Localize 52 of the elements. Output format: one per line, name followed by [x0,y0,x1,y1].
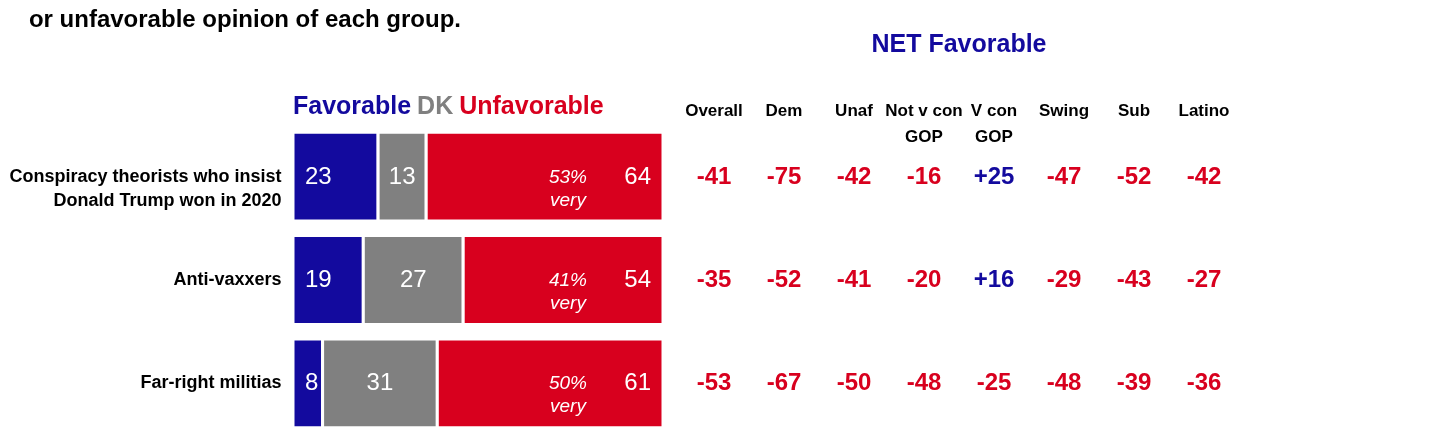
text: -29 [1046,265,1082,292]
category-label: Not v con GOP [885,100,963,146]
text: -67 [766,368,802,396]
data-label: 27 [399,265,427,292]
category-label: Sub [1117,100,1151,120]
text: -75 [766,161,802,189]
data-label: 23 [305,161,332,189]
series-label: Favorable [293,91,412,119]
category-label: Unaf [835,100,874,120]
data-label: 31 [366,368,394,396]
text: -36 [1186,368,1222,396]
text: -43 [1116,265,1152,292]
category-label: V con GOP [970,100,1018,146]
annotation: 50% very [548,372,588,417]
text: -48 [1046,368,1082,396]
text: -50 [836,368,872,396]
y-tick-label: Far-right militias [140,372,282,393]
text: -52 [766,265,802,292]
text: -27 [1186,265,1222,292]
annotation: 53% very [548,165,588,210]
data-label: 64 [624,161,651,189]
series-label: Unfavorable [459,91,604,119]
data-label: 54 [624,265,651,292]
series-label: DK [417,91,454,119]
text: +25 [973,161,1015,189]
data-label: 19 [305,265,332,292]
category-label: Swing [1038,100,1090,120]
annotation: 41% very [548,269,588,313]
text: -41 [836,265,872,292]
text: -42 [1186,161,1222,189]
data-label: 8 [305,368,319,396]
data-label: 13 [388,161,416,189]
text: -39 [1116,368,1152,396]
text: -16 [906,161,942,189]
text: -35 [696,265,732,292]
category-label: Overall [685,100,743,120]
text: -47 [1046,161,1082,189]
text: -53 [696,368,732,396]
text: NET Favorable [871,29,1047,57]
text: +16 [973,265,1015,292]
category-label: Dem [765,100,803,120]
text: -48 [906,368,942,396]
data-label: 61 [624,368,651,396]
y-tick-label: Anti-vaxxers [173,269,282,289]
y-tick-label: Conspiracy theorists who insist Donald Trump won in 2020 [9,165,282,210]
text: -20 [906,265,942,292]
text: -42 [836,161,872,189]
chart-title: or unfavorable opinion of each group. [28,5,461,32]
text: -52 [1116,161,1152,189]
text: -25 [976,368,1012,396]
text: -41 [696,161,732,189]
category-label: Latino [1178,100,1230,120]
